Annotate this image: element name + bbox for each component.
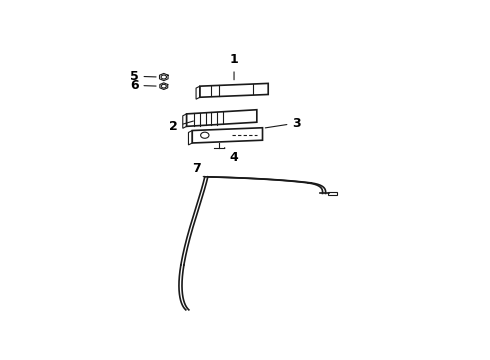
Text: 4: 4 — [224, 148, 239, 164]
Text: 5: 5 — [130, 70, 156, 83]
Text: 2: 2 — [169, 120, 194, 134]
Text: 1: 1 — [230, 53, 239, 80]
Text: 3: 3 — [265, 117, 301, 130]
Text: 6: 6 — [130, 79, 156, 92]
Text: 7: 7 — [192, 162, 204, 177]
